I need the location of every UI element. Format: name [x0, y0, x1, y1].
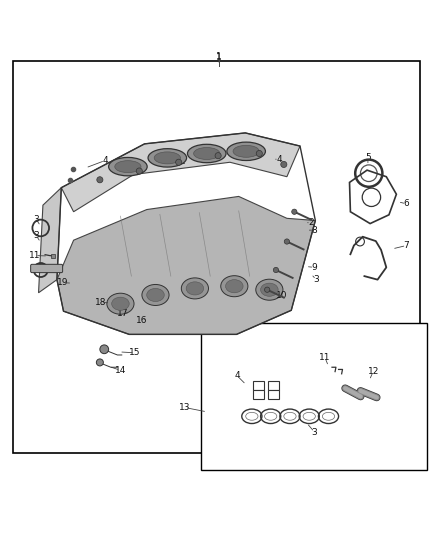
Polygon shape — [57, 197, 315, 334]
Text: 10: 10 — [276, 292, 287, 301]
Circle shape — [215, 152, 221, 159]
Text: 12: 12 — [367, 367, 379, 376]
Polygon shape — [61, 133, 300, 212]
Text: 7: 7 — [403, 241, 410, 250]
Circle shape — [273, 268, 279, 273]
Text: 16: 16 — [136, 316, 147, 325]
Bar — [268, 390, 279, 399]
Bar — [51, 254, 55, 258]
Circle shape — [176, 159, 182, 165]
Ellipse shape — [154, 152, 180, 164]
Text: 4: 4 — [235, 372, 240, 381]
Circle shape — [96, 359, 103, 366]
Ellipse shape — [187, 144, 226, 163]
Text: 11: 11 — [29, 251, 41, 260]
Text: 1: 1 — [216, 52, 222, 61]
Text: 3: 3 — [311, 427, 318, 437]
Text: 4: 4 — [276, 155, 282, 164]
Ellipse shape — [181, 278, 208, 299]
Text: 5: 5 — [365, 154, 371, 163]
Bar — [201, 324, 427, 470]
Ellipse shape — [186, 282, 204, 295]
Bar — [268, 381, 279, 391]
Ellipse shape — [261, 283, 278, 296]
Text: 14: 14 — [115, 366, 126, 375]
Ellipse shape — [233, 146, 259, 157]
Text: 3: 3 — [33, 215, 39, 224]
Ellipse shape — [256, 279, 283, 300]
Text: 3: 3 — [313, 275, 319, 284]
Text: 18: 18 — [95, 298, 106, 307]
Text: 3: 3 — [33, 231, 39, 240]
Circle shape — [256, 150, 262, 157]
Ellipse shape — [112, 297, 129, 310]
Text: 4: 4 — [102, 156, 108, 165]
Ellipse shape — [148, 149, 187, 167]
Ellipse shape — [194, 148, 220, 159]
Ellipse shape — [227, 142, 265, 160]
Bar — [253, 390, 264, 399]
Text: 11: 11 — [319, 353, 331, 362]
Circle shape — [284, 239, 290, 244]
Text: 6: 6 — [403, 199, 410, 208]
Text: 1: 1 — [216, 53, 222, 62]
FancyBboxPatch shape — [31, 264, 63, 273]
Ellipse shape — [221, 276, 248, 297]
Circle shape — [292, 209, 297, 214]
Bar — [13, 61, 420, 453]
Circle shape — [100, 345, 109, 354]
Ellipse shape — [107, 293, 134, 314]
Text: 17: 17 — [117, 309, 128, 318]
Text: 15: 15 — [129, 348, 141, 357]
Ellipse shape — [226, 280, 243, 293]
Text: 9: 9 — [311, 263, 318, 272]
Text: 2: 2 — [179, 157, 184, 166]
Polygon shape — [39, 188, 61, 293]
Bar — [253, 381, 264, 391]
Ellipse shape — [115, 160, 141, 173]
Circle shape — [136, 168, 142, 174]
Text: 2: 2 — [308, 218, 314, 227]
Text: 13: 13 — [179, 403, 191, 412]
Ellipse shape — [147, 288, 164, 302]
Circle shape — [281, 161, 287, 167]
Ellipse shape — [142, 285, 169, 305]
Text: 19: 19 — [57, 278, 68, 287]
Circle shape — [97, 177, 103, 183]
Text: 8: 8 — [311, 225, 318, 235]
Text: 12: 12 — [49, 265, 60, 274]
Circle shape — [265, 287, 270, 292]
Ellipse shape — [109, 157, 147, 176]
